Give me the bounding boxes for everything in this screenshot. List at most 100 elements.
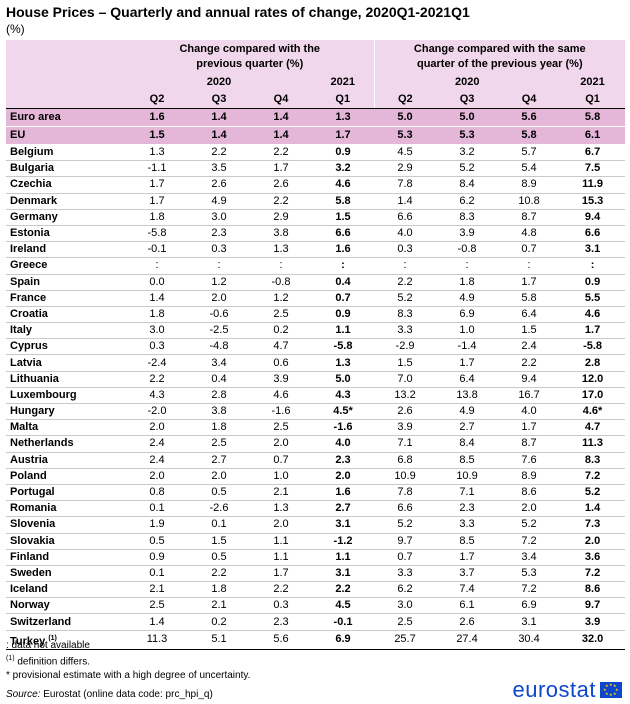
value-cell: 1.6 xyxy=(312,241,375,259)
row-label: Lithuania xyxy=(6,371,126,388)
quarter-header: Q3 xyxy=(436,91,499,109)
value-cell: 2.5 xyxy=(188,435,250,453)
value-cell: 2.7 xyxy=(188,452,250,469)
value-cell: 4.7 xyxy=(560,419,626,437)
value-cell: 2.5 xyxy=(374,613,437,631)
row-label: Latvia xyxy=(6,354,126,372)
value-cell: 7.3 xyxy=(560,516,626,534)
value-cell: 0.7 xyxy=(312,290,375,307)
value-cell: 1.7 xyxy=(498,274,561,291)
value-cell: 4.0 xyxy=(312,435,375,453)
value-cell: 6.6 xyxy=(560,225,626,243)
footnote-definition: (1) definition differs. xyxy=(6,655,90,668)
value-cell: 1.7 xyxy=(126,176,188,194)
value-cell: 4.6 xyxy=(250,387,312,405)
table-row: Latvia -2.4 3.4 0.6 1.3 1.5 1.7 2.2 2.8 xyxy=(6,354,626,372)
value-cell: 2.9 xyxy=(250,209,312,226)
value-cell: 13.2 xyxy=(374,387,437,405)
value-cell: 8.6 xyxy=(498,484,561,502)
value-cell: 5.8 xyxy=(498,290,561,307)
row-label: Germany xyxy=(6,209,126,226)
value-cell: 5.2 xyxy=(498,516,561,534)
value-cell: -2.0 xyxy=(126,403,188,421)
value-cell: 1.0 xyxy=(250,468,312,485)
value-cell: 2.6 xyxy=(436,613,499,631)
value-cell: -5.8 xyxy=(126,225,188,243)
value-cell: -2.5 xyxy=(188,322,250,340)
value-cell: : xyxy=(436,257,499,275)
value-cell: -1.6 xyxy=(250,403,312,421)
table-row: Ireland -0.1 0.3 1.3 1.6 0.3 -0.8 0.7 3.1 xyxy=(6,241,626,259)
value-cell: 5.6 xyxy=(498,108,561,127)
value-cell: -4.8 xyxy=(188,338,250,356)
value-cell: 8.9 xyxy=(498,468,561,485)
value-cell: 1.3 xyxy=(250,241,312,259)
value-cell: 11.3 xyxy=(560,435,626,453)
value-cell: 4.6* xyxy=(560,403,626,421)
value-cell: 15.3 xyxy=(560,193,626,210)
value-cell: 1.3 xyxy=(250,500,312,518)
value-cell: 2.0 xyxy=(498,500,561,518)
table-row: Luxembourg 4.3 2.8 4.6 4.3 13.2 13.8 16.7 17.0 xyxy=(6,387,626,405)
value-cell: 6.4 xyxy=(498,306,561,324)
row-label: Denmark xyxy=(6,193,126,210)
year-header-2020-b: 2020 xyxy=(373,74,561,91)
value-cell: 30.4 xyxy=(498,629,561,651)
row-label: Slovakia xyxy=(6,533,126,550)
value-cell: 0.6 xyxy=(250,354,312,372)
value-cell: 3.2 xyxy=(436,144,499,162)
value-cell: 4.3 xyxy=(126,387,188,405)
value-cell: 1.6 xyxy=(312,484,375,502)
value-cell: 6.4 xyxy=(436,371,499,388)
value-cell: 7.8 xyxy=(374,176,437,194)
unit-label: (%) xyxy=(6,22,25,36)
value-cell: 4.9 xyxy=(188,193,250,210)
table-row: Poland 2.0 2.0 1.0 2.0 10.9 10.9 8.9 7.2 xyxy=(6,468,626,485)
value-cell: 4.5* xyxy=(312,403,375,421)
value-cell: 2.1 xyxy=(250,484,312,502)
value-cell: 2.6 xyxy=(188,176,250,194)
source-line: Source: Eurostat (online data code: prc_… xyxy=(6,689,213,700)
value-cell: 6.9 xyxy=(436,306,499,324)
value-cell: 3.9 xyxy=(560,613,626,631)
quarter-header: Q2 xyxy=(373,91,437,109)
value-cell: 2.8 xyxy=(188,387,250,405)
value-cell: 17.0 xyxy=(560,387,626,405)
value-cell: 2.2 xyxy=(250,144,312,162)
value-cell: 1.5 xyxy=(374,354,437,372)
value-cell: 1.6 xyxy=(126,108,188,127)
table-row: Netherlands 2.4 2.5 2.0 4.0 7.1 8.4 8.7 11.3 xyxy=(6,435,626,453)
row-label: EU xyxy=(6,126,126,145)
value-cell: 2.0 xyxy=(188,468,250,485)
header-corner xyxy=(6,40,126,74)
value-cell: 5.8 xyxy=(560,108,626,127)
value-cell: 1.7 xyxy=(312,126,375,145)
value-cell: -1.6 xyxy=(312,419,375,437)
value-cell: 6.9 xyxy=(312,629,375,651)
value-cell: -1.4 xyxy=(436,338,499,356)
row-label: Austria xyxy=(6,452,126,469)
value-cell: 2.7 xyxy=(312,500,375,518)
value-cell: 3.3 xyxy=(374,322,437,340)
value-cell: 1.8 xyxy=(188,581,250,599)
value-cell: 8.4 xyxy=(436,435,499,453)
table-row: Hungary -2.0 3.8 -1.6 4.5* 2.6 4.9 4.0 4.6* xyxy=(6,403,626,421)
value-cell: : xyxy=(498,257,561,275)
value-cell: 0.9 xyxy=(312,144,375,162)
row-label: Netherlands xyxy=(6,435,126,453)
value-cell: -5.8 xyxy=(312,338,375,356)
table-row: Romania 0.1 -2.6 1.3 2.7 6.6 2.3 2.0 1.4 xyxy=(6,500,626,518)
value-cell: 7.4 xyxy=(436,581,499,599)
value-cell: 3.9 xyxy=(436,225,499,243)
value-cell: 2.7 xyxy=(436,419,499,437)
value-cell: 7.5 xyxy=(560,160,626,178)
value-cell: : xyxy=(312,257,375,275)
value-cell: 1.4 xyxy=(188,126,250,145)
value-cell: 2.3 xyxy=(188,225,250,243)
table-row: Italy 3.0 -2.5 0.2 1.1 3.3 1.0 1.5 1.7 xyxy=(6,322,626,340)
value-cell: 5.0 xyxy=(312,371,375,388)
value-cell: 3.3 xyxy=(436,516,499,534)
value-cell: 5.0 xyxy=(436,108,499,127)
value-cell: 8.6 xyxy=(560,581,626,599)
table-row: Portugal 0.8 0.5 2.1 1.6 7.8 7.1 8.6 5.2 xyxy=(6,484,626,502)
